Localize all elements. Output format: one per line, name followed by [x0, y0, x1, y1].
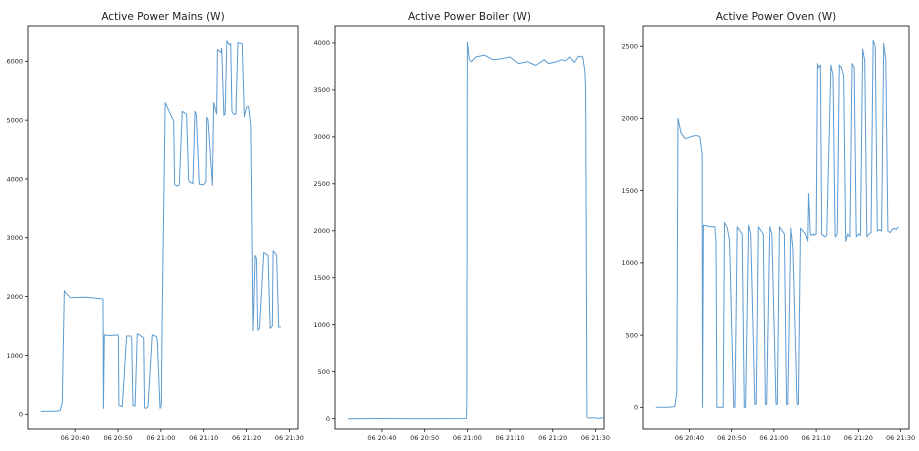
y-tick-label: 4000: [6, 175, 23, 183]
y-tick-label: 1000: [6, 352, 23, 360]
y-tick-label: 3500: [313, 86, 330, 94]
series-line: [40, 40, 282, 412]
y-tick-label: 1500: [313, 274, 330, 282]
x-tick-label: 06 21:00: [759, 434, 788, 442]
y-tick-label: 2500: [313, 180, 330, 188]
y-tick-label: 5000: [6, 116, 23, 124]
y-tick-label: 2000: [6, 293, 23, 301]
x-tick-label: 06 21:20: [232, 434, 261, 442]
x-tick-label: 06 21:30: [275, 434, 304, 442]
y-tick-label: 0: [326, 415, 330, 423]
y-tick-label: 2000: [313, 227, 330, 235]
y-tick-label: 6000: [6, 58, 23, 66]
series-line: [347, 41, 605, 420]
mains-chart: Active Power Mains (W) 0 1000 2000 3000 4000 5…: [6, 11, 304, 442]
y-tick-label: 1000: [313, 321, 330, 329]
x-tick-label: 06 21:00: [146, 434, 175, 442]
y-tick-label: 3000: [6, 234, 23, 242]
y-tick-label: 3000: [313, 133, 330, 141]
x-tick-label: 06 21:20: [844, 434, 873, 442]
y-tick-label: 1000: [621, 259, 638, 267]
x-tick-label: 06 20:40: [675, 434, 704, 442]
y-tick-label: 0: [19, 411, 23, 419]
y-tick-label: 2500: [621, 43, 638, 51]
boiler-chart: Active Power Boiler (W) 0 500 1000 1500 2000 2…: [313, 11, 610, 442]
x-tick-label: 06 21:10: [189, 434, 218, 442]
x-tick-label: 06 21:10: [496, 434, 525, 442]
y-tick-label: 4000: [313, 39, 330, 47]
x-tick-label: 06 20:40: [61, 434, 90, 442]
y-tick-label: 500: [626, 331, 638, 339]
chart-title: Active Power Boiler (W): [408, 11, 531, 23]
x-tick-label: 06 21:30: [886, 434, 915, 442]
x-tick-label: 06 21:20: [538, 434, 567, 442]
y-tick-label: 2000: [621, 115, 638, 123]
plot-frame: [642, 25, 910, 430]
x-tick-label: 06 21:10: [802, 434, 831, 442]
series-line: [655, 39, 899, 408]
y-tick-label: 500: [318, 368, 330, 376]
oven-chart: Active Power Oven (W) 0 500 1000 1500 2000 250…: [621, 11, 915, 442]
chart-title: Active Power Oven (W): [716, 11, 836, 23]
x-tick-label: 06 20:50: [717, 434, 746, 442]
plot-frame: [334, 25, 605, 430]
x-tick-label: 06 20:40: [367, 434, 396, 442]
y-tick-label: 0: [634, 404, 638, 412]
x-tick-label: 06 21:30: [581, 434, 610, 442]
x-tick-label: 06 21:00: [453, 434, 482, 442]
x-tick-label: 06 20:50: [410, 434, 439, 442]
chart-title: Active Power Mains (W): [101, 11, 224, 23]
plot-frame: [27, 25, 299, 430]
y-tick-label: 1500: [621, 187, 638, 195]
x-tick-label: 06 20:50: [103, 434, 132, 442]
